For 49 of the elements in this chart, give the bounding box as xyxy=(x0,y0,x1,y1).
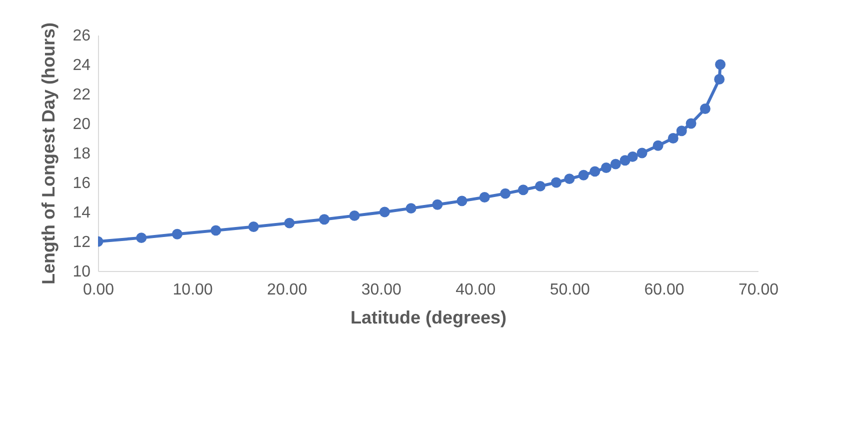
x-axis-title: Latitude (degrees) xyxy=(350,308,507,328)
point xyxy=(406,203,416,214)
y-tick-label: 26 xyxy=(72,28,91,44)
x-tick-label: 50.00 xyxy=(550,282,590,298)
x-tick-label: 10.00 xyxy=(172,282,213,298)
y-tick-label: 16 xyxy=(72,175,91,192)
point xyxy=(456,196,468,206)
point xyxy=(172,228,182,240)
point xyxy=(379,206,390,218)
point xyxy=(518,184,528,196)
x-tick-label: 0.00 xyxy=(82,282,114,298)
point xyxy=(319,214,330,225)
point xyxy=(610,158,621,170)
point xyxy=(700,104,710,114)
x-tick-label: 20.00 xyxy=(267,282,308,298)
point xyxy=(714,74,725,84)
point xyxy=(627,151,638,162)
x-tick-label: 40.00 xyxy=(456,282,496,298)
point xyxy=(284,218,295,228)
point xyxy=(248,222,259,232)
y-tick-label: 12 xyxy=(72,234,91,251)
y-tick-label: 20 xyxy=(72,116,91,133)
point xyxy=(564,174,575,184)
point xyxy=(550,177,562,188)
point xyxy=(136,232,147,244)
x-tick-label: 60.00 xyxy=(644,282,684,298)
point xyxy=(668,133,678,144)
point xyxy=(479,192,490,202)
point xyxy=(534,180,546,192)
y-tick-label: 18 xyxy=(72,146,91,162)
point xyxy=(676,126,687,136)
point xyxy=(652,140,664,151)
y-tick-label: 14 xyxy=(72,204,91,222)
point xyxy=(578,170,589,180)
point xyxy=(432,199,443,210)
y-tick-label: 22 xyxy=(72,86,91,104)
point xyxy=(686,118,696,129)
point xyxy=(715,59,726,70)
point xyxy=(590,166,600,177)
point xyxy=(500,188,511,199)
x-tick-label: 30.00 xyxy=(361,282,402,298)
y-tick-label: 24 xyxy=(72,57,91,74)
y-axis-title: Length of Longest Day (hours) xyxy=(38,22,59,284)
point xyxy=(636,148,648,158)
y-tick-label: 10 xyxy=(72,264,91,280)
x-tick-label: 70.00 xyxy=(738,282,779,298)
point xyxy=(349,210,360,221)
point xyxy=(600,162,612,173)
point xyxy=(210,225,222,236)
